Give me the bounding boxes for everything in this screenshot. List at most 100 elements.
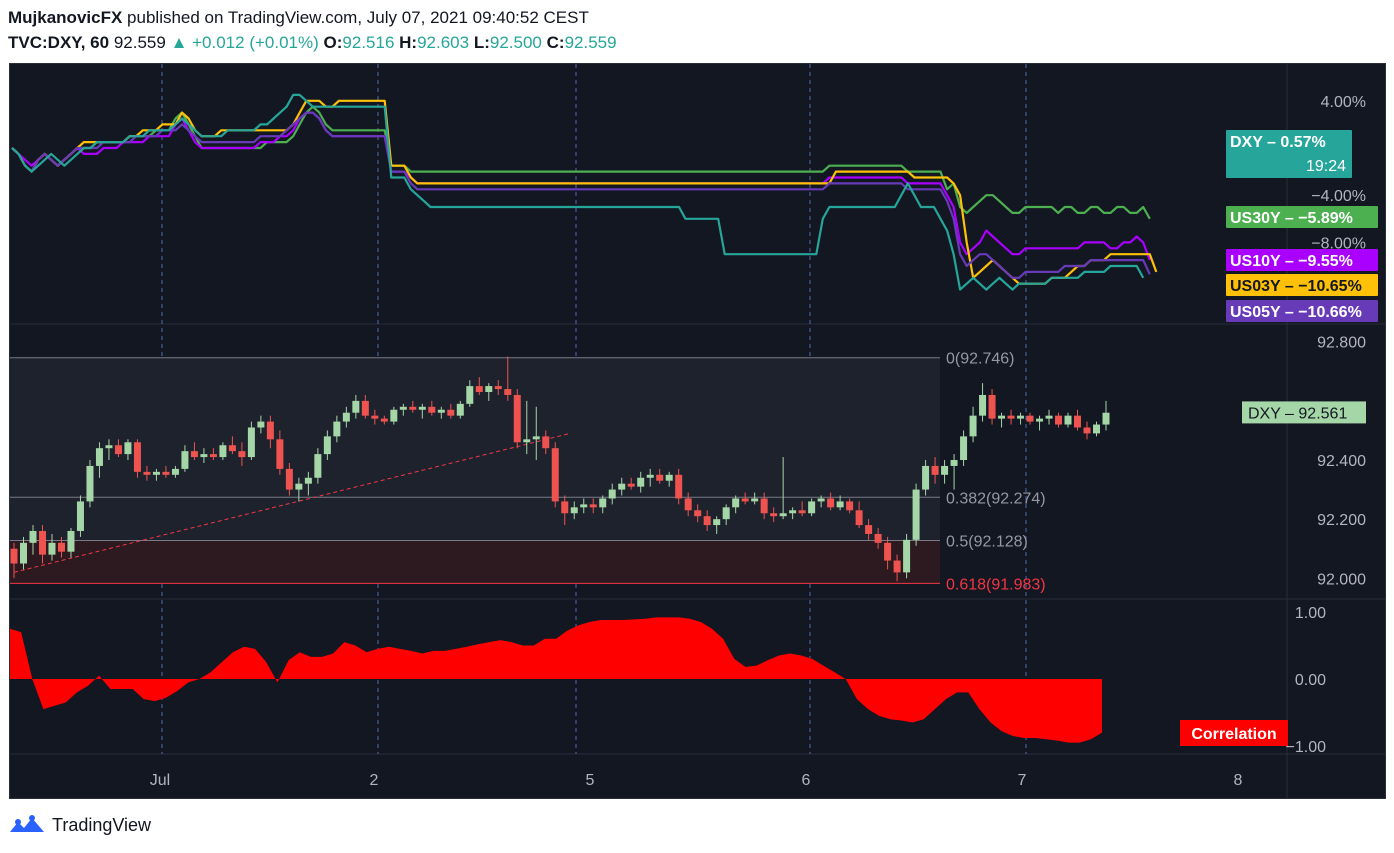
symbol-label[interactable]: TVC:DXY, 60 (8, 33, 110, 52)
series-tag-us10y (1226, 249, 1378, 271)
chart-svg[interactable]: Jul 2 5 6 7 8 4.00% −4.00% −8.00% US30Y – −5.89% U… (10, 64, 1385, 798)
candle-body (523, 439, 531, 443)
candle-body (247, 427, 255, 458)
countdown-label: 19:24 (1306, 158, 1346, 175)
last-price: 92.559 (113, 33, 166, 52)
candle-body (276, 439, 284, 469)
candle-body (646, 474, 654, 478)
fib-level-label: 0.5(92.128) (946, 533, 1028, 550)
candle-body (912, 489, 920, 540)
high-label: H: (399, 33, 418, 52)
candle-body (551, 448, 559, 502)
candle-body (589, 504, 597, 508)
candle-body (665, 474, 673, 481)
yield-axis-tick: −4.00% (1311, 188, 1366, 205)
candle-body (722, 507, 730, 520)
candle-body (779, 513, 787, 517)
price-axis-tick: 92.400 (1317, 453, 1366, 470)
candle-body (960, 436, 968, 461)
candle-body (627, 483, 635, 487)
publish-header: MujkanovicFX published on TradingView.co… (8, 8, 589, 28)
candle-body (827, 498, 835, 508)
candle-body (19, 542, 27, 564)
candle-body (152, 471, 160, 475)
open-label: O: (323, 33, 343, 52)
corr-axis-tick: −1.00 (1286, 739, 1327, 756)
change-value: +0.012 (+0.01%) (192, 33, 319, 52)
candle-body (295, 483, 303, 490)
candle-body (171, 468, 179, 475)
fib-level-label: 0.618(91.983) (946, 576, 1046, 593)
candle-body (371, 415, 379, 419)
last-price-tag-label: DXY – 92.561 (1248, 405, 1347, 422)
series-line-us05y (11, 111, 1151, 279)
series-tag-us30y (1226, 206, 1378, 228)
candle-body (390, 409, 398, 422)
candle-body (684, 498, 692, 511)
candle-body (1064, 415, 1072, 425)
up-arrow-icon: ▲ (170, 33, 188, 52)
candle-body (903, 539, 911, 573)
tradingview-footer: TradingView (8, 814, 151, 836)
candle-body (656, 474, 664, 481)
trend-line (13, 432, 571, 573)
candle-body (504, 389, 512, 395)
yield-axis-tick: −8.00% (1311, 235, 1366, 252)
candle-body (86, 465, 94, 502)
candle-body (922, 465, 930, 490)
candle-body (314, 454, 322, 478)
candle-body (200, 454, 208, 458)
candle-body (418, 406, 426, 410)
series-tag-label: US30Y – −5.89% (1230, 210, 1353, 227)
candle-body (874, 533, 882, 543)
chart-canvas[interactable]: Jul 2 5 6 7 8 4.00% −4.00% −8.00% US30Y – −5.89% U… (9, 63, 1386, 799)
candle-body (48, 542, 56, 555)
candle-body (770, 513, 778, 517)
time-tick-label: Jul (150, 772, 170, 789)
series-tag-label: DXY – 0.57% (1230, 134, 1326, 151)
time-tick-label: 6 (802, 772, 811, 789)
candle-body (133, 442, 141, 472)
candle-body (580, 504, 588, 508)
candle-body (10, 548, 18, 564)
fib-zone-lower (10, 540, 940, 584)
candle-body (333, 421, 341, 437)
series-tag-label: US10Y – −9.55% (1230, 253, 1353, 270)
time-tick-label: 8 (1234, 772, 1243, 789)
candle-body (1026, 415, 1034, 422)
candle-body (608, 489, 616, 499)
correlation-area (10, 617, 1102, 743)
candle-body (342, 412, 350, 422)
candle-body (988, 394, 996, 419)
candle-body (76, 501, 84, 531)
candle-body (865, 525, 873, 534)
candle-body (219, 445, 227, 458)
candle-body (760, 498, 768, 514)
series-tag-label: US05Y – −10.66% (1230, 304, 1362, 321)
candle-body (817, 498, 825, 502)
series-tag-dxy (1226, 130, 1352, 178)
candle-body (808, 501, 816, 514)
candle-body (941, 465, 949, 475)
candle-body (29, 530, 37, 543)
candle-body (352, 400, 360, 413)
close-label: C: (546, 33, 565, 52)
time-tick-label: 2 (370, 772, 379, 789)
tradingview-brand[interactable]: TradingView (52, 814, 152, 835)
candle-body (466, 386, 474, 404)
candle-body (428, 406, 436, 413)
corr-axis-tick: 0.00 (1295, 672, 1326, 689)
candle-body (143, 471, 151, 475)
candle-body (1036, 418, 1044, 422)
candle-body (599, 498, 607, 508)
candle-body (114, 445, 122, 455)
candle-body (257, 421, 265, 428)
author-name[interactable]: MujkanovicFX (8, 8, 123, 27)
candle-body (694, 510, 702, 517)
candle-body (95, 448, 103, 466)
low-label: L: (473, 33, 490, 52)
candle-body (67, 530, 75, 552)
candle-body (1055, 415, 1063, 425)
candle-body (532, 436, 540, 440)
candle-body (485, 386, 493, 393)
